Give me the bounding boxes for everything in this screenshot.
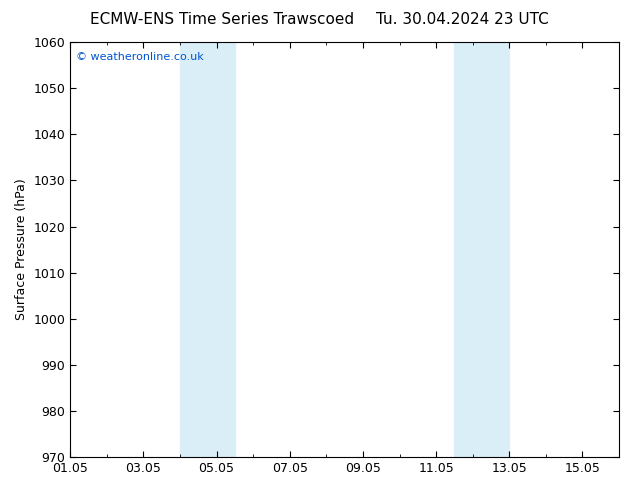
- Bar: [455, 42, 509, 457]
- Bar: [180, 42, 235, 457]
- Y-axis label: Surface Pressure (hPa): Surface Pressure (hPa): [15, 179, 28, 320]
- Text: Tu. 30.04.2024 23 UTC: Tu. 30.04.2024 23 UTC: [377, 12, 549, 27]
- Text: ECMW-ENS Time Series Trawscoed: ECMW-ENS Time Series Trawscoed: [90, 12, 354, 27]
- Text: © weatheronline.co.uk: © weatheronline.co.uk: [76, 52, 204, 62]
